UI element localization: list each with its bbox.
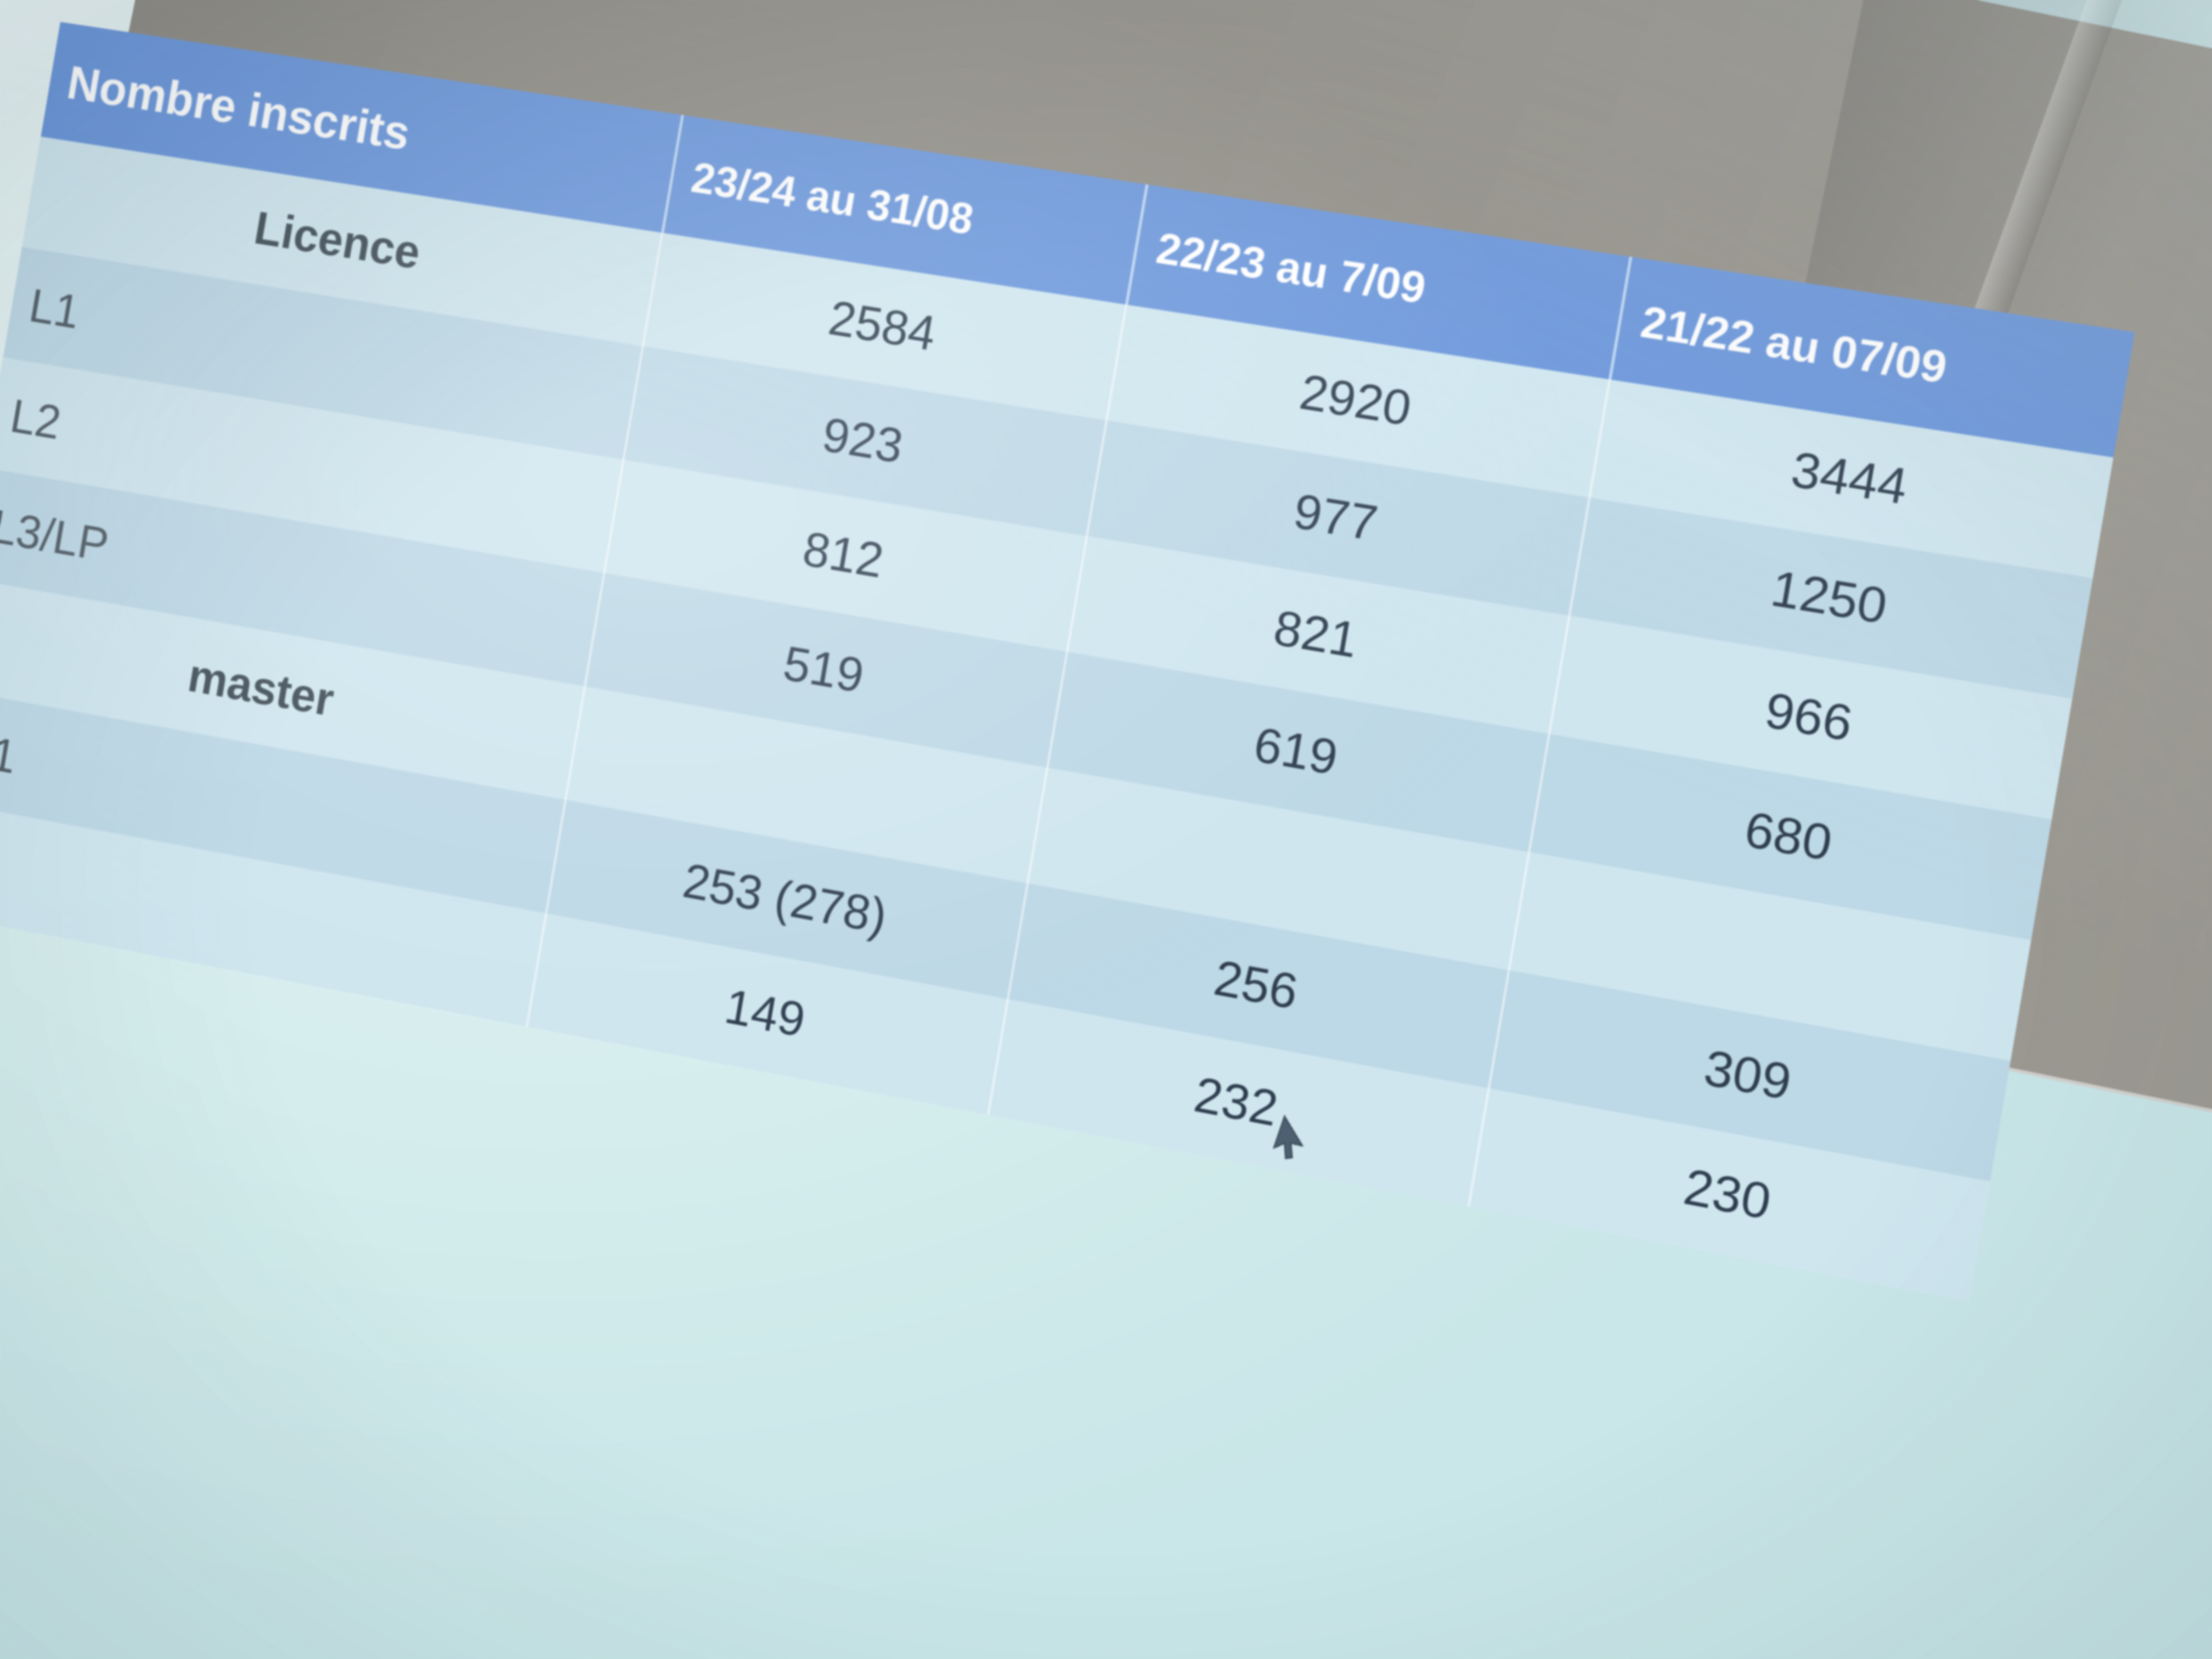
projected-slide: Nombre inscrits 23/24 au 31/08 22/23 au …: [0, 22, 2171, 1659]
enrollment-table: Nombre inscrits 23/24 au 31/08 22/23 au …: [0, 22, 2135, 1302]
